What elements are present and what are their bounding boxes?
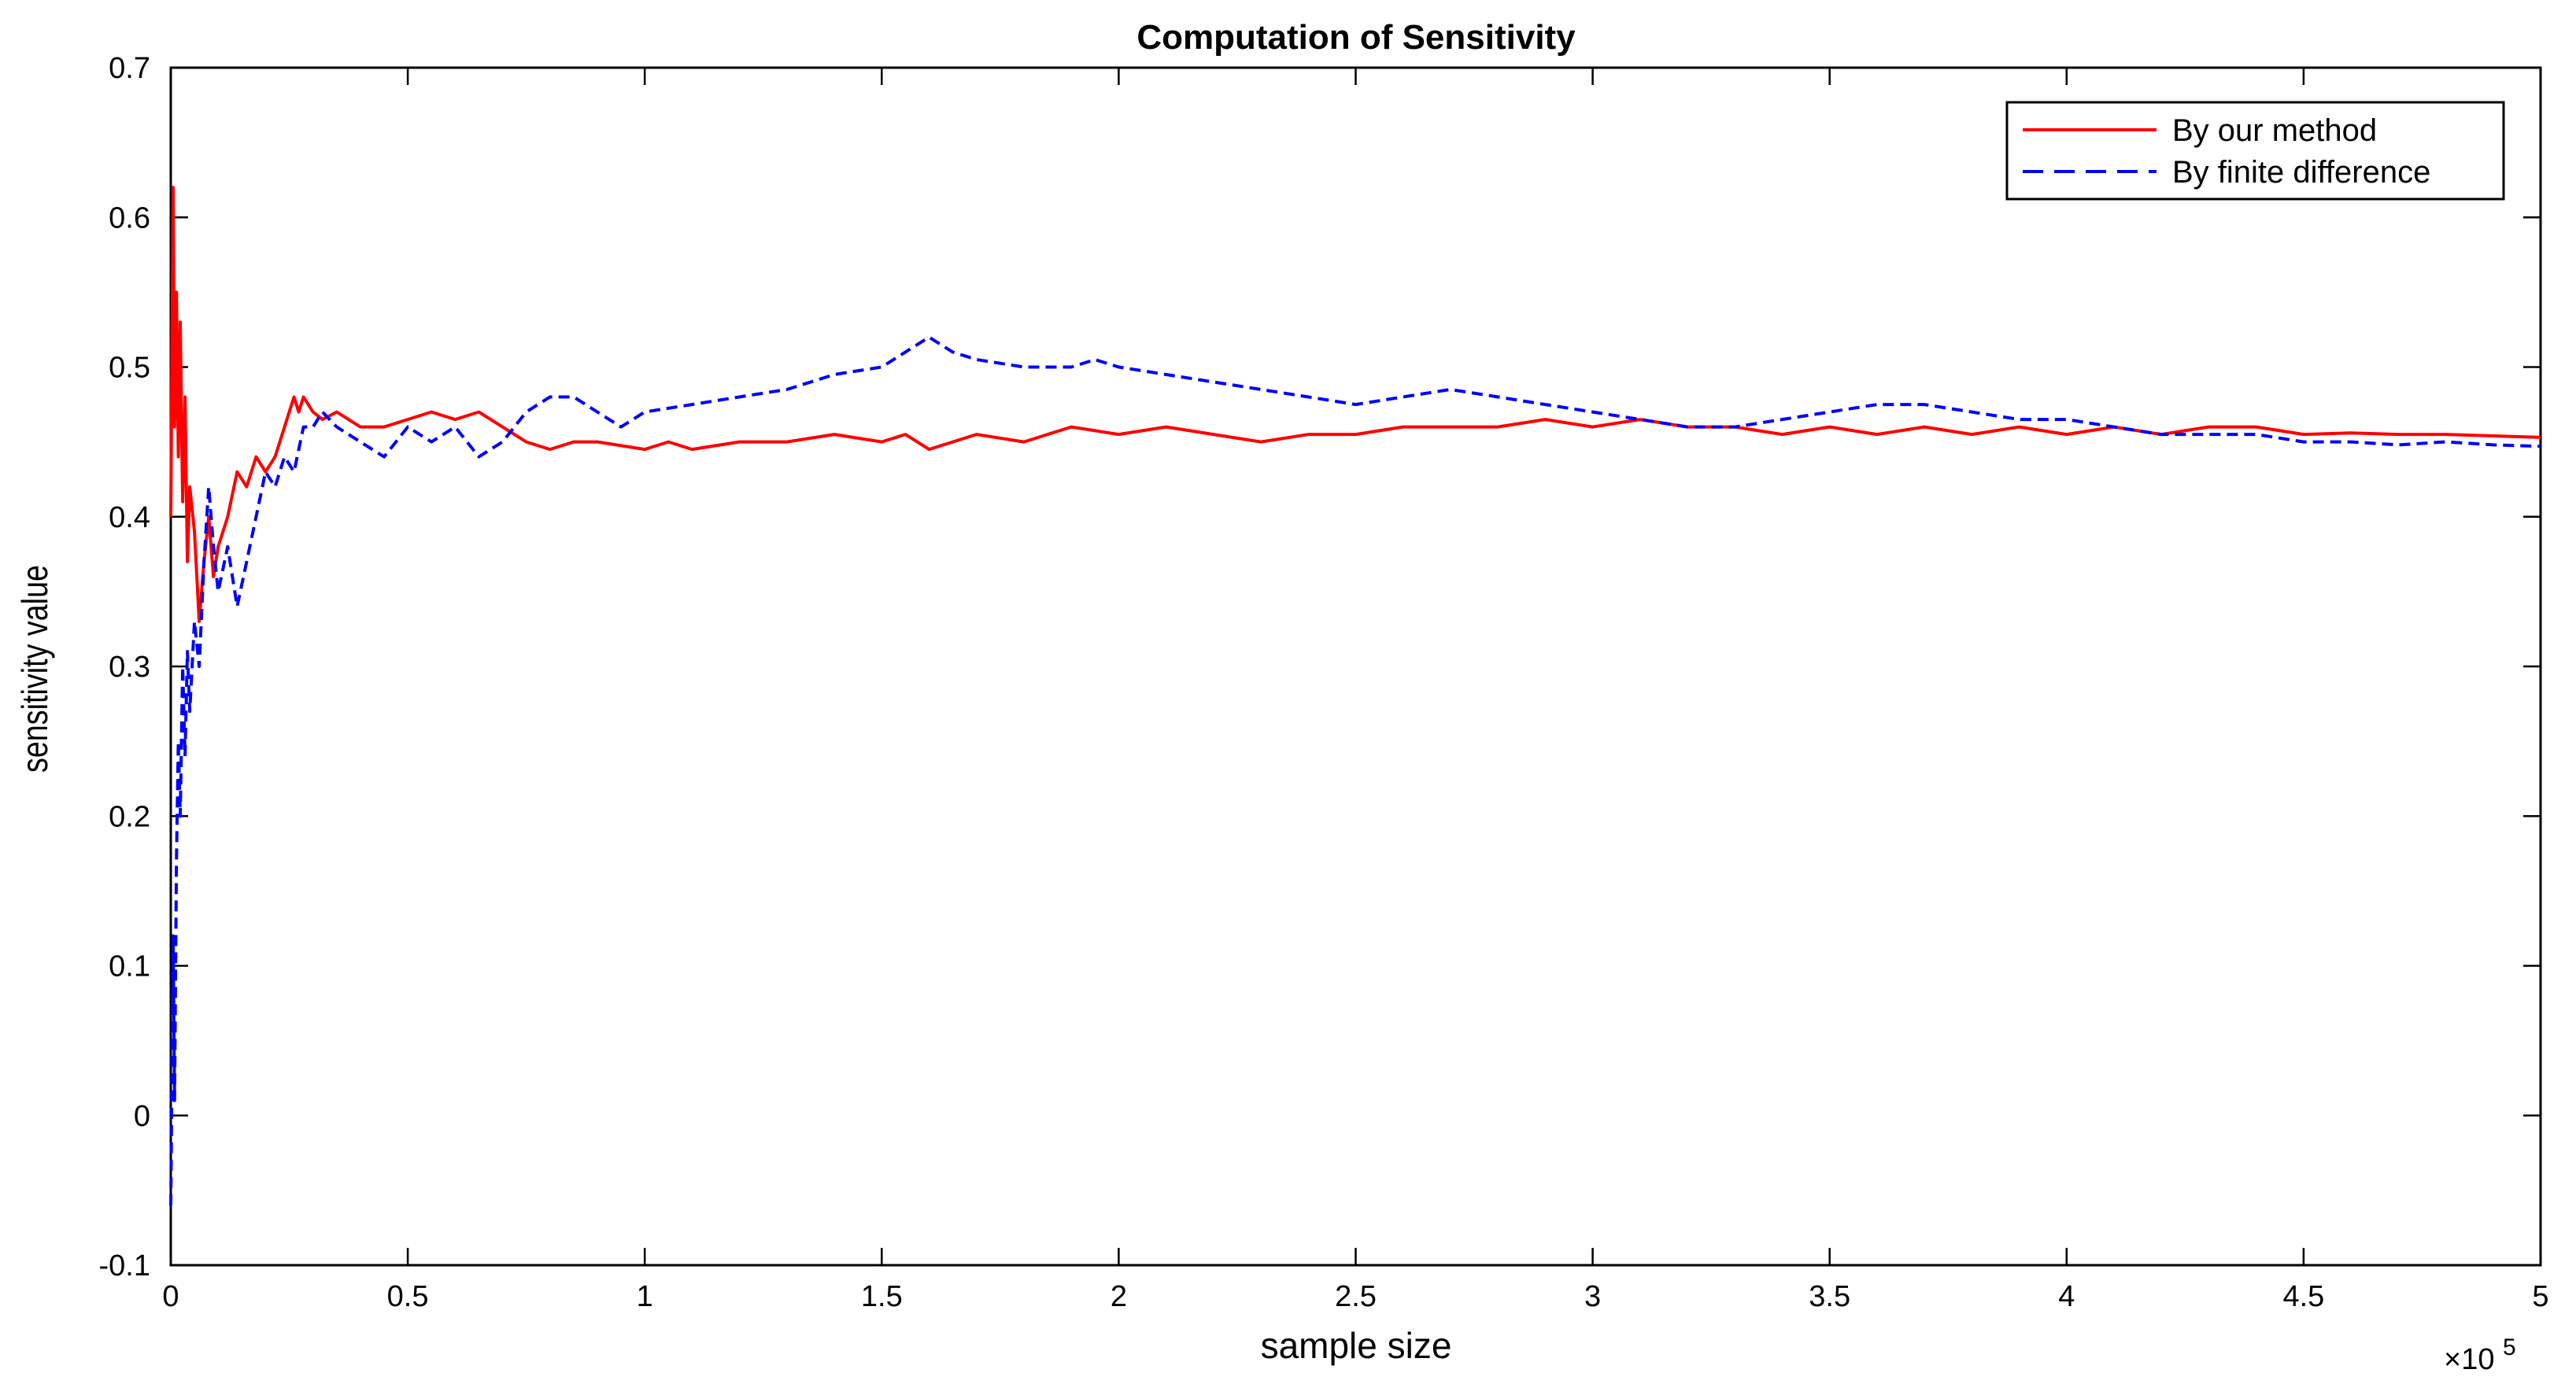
- x-tick-label: 5: [2532, 1280, 2548, 1313]
- legend-box: [2005, 101, 2505, 201]
- series-line-our-method: [169, 186, 2541, 623]
- x-axis-exponent: ×10 5: [2444, 1334, 2516, 1376]
- x-tick-label: 3.5: [1809, 1280, 1850, 1313]
- legend-label-finite-difference: By finite difference: [2172, 155, 2430, 190]
- chart-title: Computation of Sensitivity: [1136, 18, 1576, 57]
- plot-area: 0 0.5 1 1.5 2 2.5 3 3.5 4 4.5 5 -0.1 0 0.1 0.2 0.3 0.4 0.…: [99, 52, 2549, 1313]
- series-layer: [169, 186, 2541, 1205]
- y-tick-label: 0: [134, 1100, 150, 1133]
- axes-frame: [169, 66, 2542, 1267]
- x-axis-exponent-base: ×10: [2444, 1343, 2494, 1376]
- y-tick-label: 0.3: [109, 651, 150, 684]
- y-tick-label: 0.1: [109, 950, 150, 984]
- x-tick-label: 2: [1111, 1280, 1127, 1313]
- series-line-finite-difference: [169, 335, 2541, 1205]
- y-axis-label: sensitivity value: [14, 565, 54, 773]
- y-tick-label: 0.2: [109, 800, 150, 833]
- x-tick-label: 0: [162, 1280, 179, 1313]
- y-tick-label: 0.7: [109, 52, 150, 85]
- x-tick-label: 2.5: [1335, 1280, 1377, 1313]
- x-tick-label: 4: [2058, 1280, 2075, 1313]
- x-tick-label: 1.5: [861, 1280, 903, 1313]
- ticks-layer: 0 0.5 1 1.5 2 2.5 3 3.5 4 4.5 5 -0.1 0 0.1 0.2 0.3 0.4 0.…: [99, 52, 2549, 1313]
- y-tick-label: -0.1: [99, 1249, 150, 1283]
- x-tick-label: 0.5: [387, 1280, 429, 1313]
- y-tick-label: 0.4: [109, 501, 150, 534]
- x-tick-label: 1: [637, 1280, 653, 1313]
- x-axis-exponent-power: 5: [2503, 1334, 2516, 1360]
- y-tick-label: 0.6: [109, 201, 150, 234]
- y-tick-label: 0.5: [109, 352, 150, 385]
- x-tick-label: 3: [1584, 1280, 1601, 1313]
- x-tick-label: 4.5: [2282, 1280, 2324, 1313]
- legend-label-our-method: By our method: [2172, 113, 2377, 148]
- x-axis-label: sample size: [1261, 1325, 1452, 1366]
- legend: By our method By finite difference: [2005, 101, 2505, 201]
